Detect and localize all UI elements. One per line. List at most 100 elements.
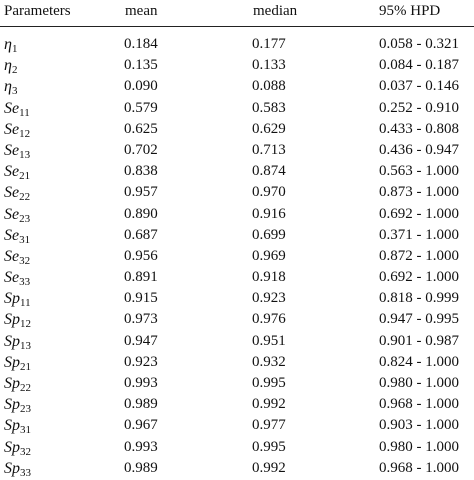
- parameter-symbol: Se: [4, 99, 20, 117]
- median-cell: 0.874: [252, 163, 286, 180]
- header-mean: mean: [125, 3, 158, 19]
- mean-cell: 0.947: [124, 332, 158, 349]
- parameter-cell: η1: [4, 34, 17, 56]
- hpd-cell: 0.692 - 1.000: [379, 205, 459, 222]
- table-row: Se32 0.956 0.969 0.872 - 1.000: [0, 246, 474, 267]
- parameter-cell: Sp11: [4, 288, 31, 310]
- hpd-cell: 0.371 - 1.000: [379, 226, 459, 243]
- parameter-cell: Sp12: [4, 309, 31, 331]
- hpd-cell: 0.901 - 0.987: [379, 332, 459, 349]
- mean-cell: 0.702: [124, 141, 158, 158]
- mean-cell: 0.838: [124, 163, 158, 180]
- parameter-cell: η2: [4, 55, 17, 77]
- parameter-cell: Se22: [4, 182, 30, 204]
- median-cell: 0.923: [252, 290, 286, 307]
- parameter-cell: Sp21: [4, 352, 31, 374]
- parameter-cell: η3: [4, 76, 17, 98]
- parameter-subscript: 33: [20, 466, 31, 479]
- mean-cell: 0.891: [124, 269, 158, 286]
- median-cell: 0.133: [252, 57, 286, 74]
- header-median: median: [253, 3, 298, 19]
- parameter-cell: Sp33: [4, 458, 31, 480]
- parameter-symbol: Sp: [4, 417, 20, 435]
- median-cell: 0.970: [252, 184, 286, 201]
- median-cell: 0.992: [252, 459, 286, 476]
- hpd-cell: 0.968 - 1.000: [379, 459, 459, 476]
- median-cell: 0.969: [252, 247, 286, 264]
- hpd-cell: 0.980 - 1.000: [379, 375, 459, 391]
- median-cell: 0.932: [252, 353, 286, 370]
- table-row: Sp33 0.989 0.992 0.968 - 1.000: [0, 458, 474, 479]
- table-row: Se12 0.625 0.629 0.433 - 0.808: [0, 119, 474, 140]
- parameter-subscript: 31: [19, 233, 31, 246]
- table-row: η3 0.090 0.088 0.037 - 0.146: [0, 76, 474, 97]
- parameter-symbol: Sp: [4, 396, 20, 414]
- hpd-cell: 0.824 - 1.000: [379, 353, 459, 370]
- table-row: Sp11 0.915 0.923 0.818 - 0.999: [0, 288, 474, 309]
- parameter-cell: Sp23: [4, 394, 31, 416]
- table-row: Se33 0.891 0.918 0.692 - 1.000: [0, 267, 474, 288]
- table-row: Sp23 0.989 0.992 0.968 - 1.000: [0, 394, 474, 415]
- hpd-cell: 0.252 - 0.910: [379, 99, 459, 116]
- parameter-symbol: Sp: [4, 290, 20, 308]
- parameter-symbol: Se: [4, 226, 20, 244]
- parameter-subscript: 12: [20, 318, 31, 331]
- mean-cell: 0.923: [124, 353, 158, 370]
- mean-cell: 0.973: [124, 311, 158, 328]
- parameter-subscript: 23: [19, 212, 31, 225]
- header-hpd: 95% HPD: [379, 3, 441, 19]
- parameter-symbol: Se: [4, 120, 20, 138]
- mean-cell: 0.184: [124, 36, 158, 52]
- parameter-subscript: 33: [19, 276, 31, 289]
- hpd-cell: 0.872 - 1.000: [379, 247, 459, 264]
- mean-cell: 0.579: [124, 99, 158, 116]
- parameter-subscript: 32: [20, 445, 31, 458]
- median-cell: 0.713: [252, 141, 286, 158]
- median-cell: 0.951: [252, 332, 286, 349]
- hpd-cell: 0.692 - 1.000: [379, 269, 459, 286]
- mean-cell: 0.915: [124, 290, 158, 307]
- hpd-cell: 0.968 - 1.000: [379, 396, 459, 413]
- table-header-row: Parameters mean median 95% HPD: [0, 0, 474, 34]
- table-row: Sp22 0.993 0.995 0.980 - 1.000: [0, 373, 474, 394]
- header-parameters: Parameters: [4, 3, 71, 19]
- parameter-cell: Se33: [4, 267, 30, 289]
- median-cell: 0.629: [252, 120, 286, 137]
- parameter-symbol: Se: [4, 247, 20, 265]
- hpd-cell: 0.873 - 1.000: [379, 184, 459, 201]
- parameter-symbol: Sp: [4, 311, 20, 329]
- median-cell: 0.699: [252, 226, 286, 243]
- hpd-cell: 0.903 - 1.000: [379, 417, 459, 434]
- mean-cell: 0.625: [124, 120, 158, 137]
- parameter-cell: Sp32: [4, 437, 31, 459]
- median-cell: 0.088: [252, 78, 286, 95]
- mean-cell: 0.989: [124, 396, 158, 413]
- median-cell: 0.918: [252, 269, 286, 286]
- parameter-subscript: 21: [20, 360, 31, 373]
- header-rule: [0, 26, 474, 27]
- table-body: η1 0.184 0.177 0.058 - 0.321 η2 0.135 0.133 0.0…: [0, 34, 474, 479]
- parameter-symbol: Se: [4, 163, 20, 181]
- parameter-subscript: 21: [19, 170, 31, 183]
- mean-cell: 0.989: [124, 459, 158, 476]
- parameter-symbol: Sp: [4, 438, 20, 456]
- parameter-subscript: 13: [20, 339, 31, 352]
- parameter-symbol: η: [4, 36, 12, 53]
- hpd-cell: 0.818 - 0.999: [379, 290, 459, 307]
- hpd-cell: 0.563 - 1.000: [379, 163, 459, 180]
- parameter-subscript: 22: [19, 191, 31, 204]
- median-cell: 0.583: [252, 99, 286, 116]
- parameter-subscript: 1: [11, 43, 18, 55]
- table-row: Sp21 0.923 0.932 0.824 - 1.000: [0, 352, 474, 373]
- hpd-cell: 0.084 - 0.187: [379, 57, 459, 74]
- hpd-cell: 0.037 - 0.146: [379, 78, 459, 95]
- mean-cell: 0.993: [124, 375, 158, 391]
- table-row: Sp32 0.993 0.995 0.980 - 1.000: [0, 437, 474, 458]
- parameter-cell: Se23: [4, 204, 30, 226]
- mean-cell: 0.967: [124, 417, 158, 434]
- parameter-subscript: 13: [19, 148, 31, 161]
- median-cell: 0.976: [252, 311, 286, 328]
- parameter-cell: Se31: [4, 225, 30, 247]
- median-cell: 0.992: [252, 396, 286, 413]
